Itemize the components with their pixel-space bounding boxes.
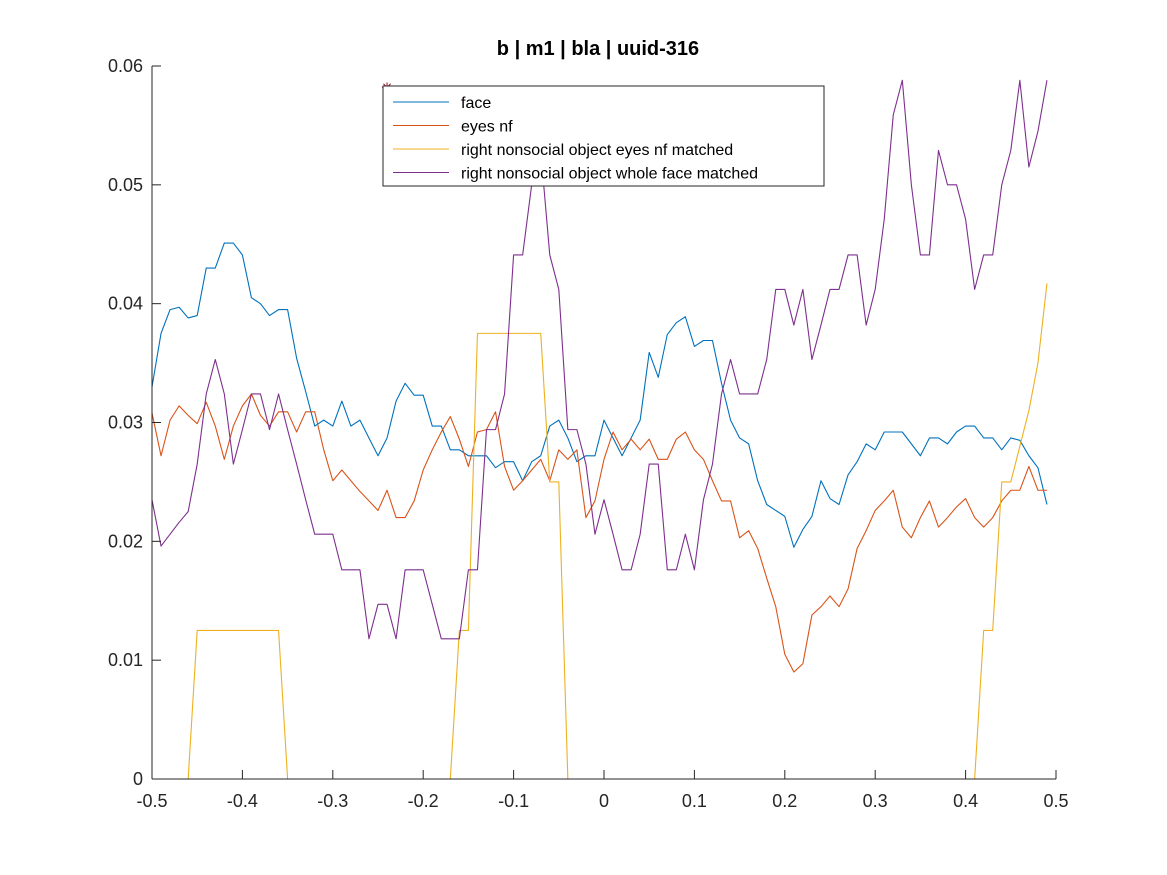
y-tick-label: 0 [133,769,143,789]
series-line-right-nonsocial-object-whole-face-matched [151,79,1048,640]
legend-entry-label: eyes nf [461,119,513,136]
x-tick-label: 0.3 [863,791,888,811]
x-tick-label: -0.2 [408,791,439,811]
x-tick-label: -0.1 [498,791,529,811]
x-tick-label: -0.4 [227,791,258,811]
legend-entry-label: right nonsocial object eyes nf matched [461,142,733,159]
legend-box [382,85,825,187]
x-tick-label: 0.5 [1043,791,1068,811]
legend: face eyes nf right nonsocial object eyes n… [382,85,825,187]
chart-title: b | m1 | bla | uuid-316 [497,38,699,60]
series-line-right-nonsocial-object-eyes-nf-matched [152,283,1048,780]
x-tick-label: -0.3 [317,791,348,811]
x-tick-label: 0.2 [772,791,797,811]
x-tick-label: 0.1 [682,791,707,811]
legend-entry-label: face [461,95,491,112]
axes-layer: -0.5 -0.4 -0.3 -0.2 -0.1 0 0.1 0.2 0.3 0.4 0.5 0 0.0… [108,56,1069,811]
y-tick-label: 0.06 [108,56,143,76]
y-tick-label: 0.05 [108,175,143,195]
series-line-eyes-nf [151,393,1047,673]
legend-entry-label: right nonsocial object whole face matche… [461,166,758,183]
y-tick-label: 0.04 [108,294,143,314]
y-tick-label: 0.02 [108,531,143,551]
x-tick-label: 0 [599,791,609,811]
x-tick-label: -0.5 [136,791,167,811]
y-tick-label: 0.03 [108,413,143,433]
x-tick-label: 0.4 [953,791,978,811]
y-tick-label: 0.01 [108,650,143,670]
series-line-face [151,242,1048,548]
